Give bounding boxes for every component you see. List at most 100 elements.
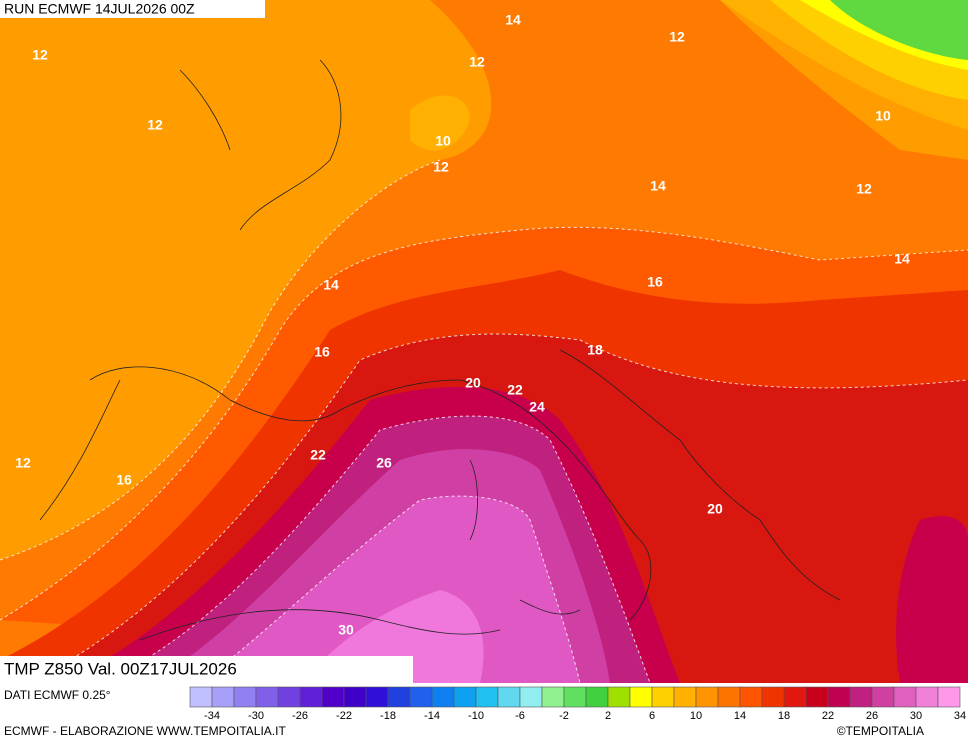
contour-label: 16	[314, 344, 330, 360]
header-box	[0, 0, 265, 18]
contour-label: 12	[15, 455, 31, 471]
contour-label: 14	[505, 12, 521, 28]
contour-label: 20	[707, 501, 723, 517]
coastline	[469, 459, 581, 615]
legend-swatch	[541, 686, 565, 708]
legend-tick-label: -10	[468, 710, 484, 722]
field-4	[830, 0, 968, 60]
legend-swatch	[233, 686, 257, 708]
legend: -34 -30 -26 -22 -18 -14 -10 -6 -2 2 6 10 14 18 22 26 30 3…	[189, 686, 966, 722]
contour-label: 14	[650, 178, 666, 194]
contour-label: 16	[647, 274, 663, 290]
legend-swatch	[387, 686, 411, 708]
coastline	[179, 59, 342, 231]
legend-tick-label: -14	[424, 710, 440, 722]
legend-tick-label: -26	[292, 710, 308, 722]
map-title: TMP Z850 Val. 00Z17JUL2026	[4, 659, 237, 678]
legend-swatch	[937, 686, 961, 708]
legend-swatch	[783, 686, 807, 708]
legend-swatch	[409, 686, 433, 708]
contour-label: 18	[587, 342, 603, 358]
isoline	[199, 495, 581, 684]
legend-tick-label: -34	[204, 710, 220, 722]
contour-label: 14	[323, 277, 339, 293]
legend-swatch	[673, 686, 697, 708]
legend-swatch	[519, 686, 543, 708]
legend-swatch	[211, 686, 235, 708]
contour-label: 12	[469, 54, 485, 70]
field-22b	[896, 516, 968, 683]
legend-swatch	[475, 686, 499, 708]
legend-tick-label: 2	[605, 710, 611, 722]
contour-label: 10	[435, 133, 451, 149]
legend-swatch	[321, 686, 345, 708]
contour-labels: 12 12 12 14 12 10 12 14 12 10 14 14 16 1…	[15, 12, 910, 638]
legend-swatch	[277, 686, 301, 708]
legend-tick-label: -18	[380, 710, 396, 722]
contour-label: 12	[669, 29, 685, 45]
legend-swatch	[453, 686, 477, 708]
legend-swatch	[497, 686, 521, 708]
legend-swatch	[717, 686, 741, 708]
legend-swatch	[563, 686, 587, 708]
isoline	[99, 415, 651, 684]
legend-swatch	[651, 686, 675, 708]
legend-swatch	[343, 686, 367, 708]
coastline	[39, 379, 501, 641]
legend-tick-label: 26	[866, 710, 878, 722]
legend-swatch	[849, 686, 873, 708]
legend-swatch	[299, 686, 323, 708]
legend-tick-label: 14	[734, 710, 746, 722]
legend-swatch	[255, 686, 279, 708]
legend-tick-label: 6	[649, 710, 655, 722]
legend-tick-label: -2	[559, 710, 569, 722]
legend-tick-label: 34	[954, 710, 966, 722]
legend-tick-label: -30	[248, 710, 264, 722]
footer-left: ECMWF - ELABORAZIONE WWW.TEMPOITALIA.IT	[4, 724, 286, 738]
legend-swatch	[739, 686, 763, 708]
title-box	[0, 656, 413, 683]
legend-swatch	[585, 686, 609, 708]
legend-tick-label: -6	[515, 710, 525, 722]
legend-swatch	[189, 686, 213, 708]
contour-label: 22	[507, 382, 523, 398]
field-10b	[410, 95, 470, 151]
contour-label: 12	[32, 47, 48, 63]
legend-tick-label: 22	[822, 710, 834, 722]
contour-label: 12	[856, 181, 872, 197]
contour-label: 12	[147, 117, 163, 133]
contour-label: 14	[894, 251, 910, 267]
legend-swatch	[893, 686, 917, 708]
contour-label: 24	[529, 399, 545, 415]
legend-swatch	[805, 686, 829, 708]
field-28	[200, 496, 580, 683]
legend-tick-label: 18	[778, 710, 790, 722]
legend-swatch	[629, 686, 653, 708]
footer-right: ©TEMPOITALIA	[837, 724, 924, 738]
legend-swatch	[827, 686, 851, 708]
run-label: RUN ECMWF 14JUL2026 00Z	[4, 1, 195, 17]
legend-swatch	[761, 686, 785, 708]
legend-swatch	[915, 686, 939, 708]
coastline	[559, 349, 841, 601]
legend-swatch	[431, 686, 455, 708]
contour-label: 16	[116, 472, 132, 488]
contour-label: 12	[433, 159, 449, 175]
contour-label: 22	[310, 447, 326, 463]
contour-label: 30	[338, 622, 354, 638]
legend-tick-label: -22	[336, 710, 352, 722]
contour-label: 26	[376, 455, 392, 471]
legend-swatch	[365, 686, 389, 708]
contour-label: 10	[875, 108, 891, 124]
contour-label: 20	[465, 375, 481, 391]
isoline	[29, 333, 968, 684]
coastline	[89, 366, 652, 621]
legend-swatch	[871, 686, 895, 708]
legend-swatch	[607, 686, 631, 708]
legend-tick-label: 10	[690, 710, 702, 722]
legend-swatch	[695, 686, 719, 708]
map	[0, 0, 968, 684]
isoline	[0, 226, 968, 621]
legend-source: DATI ECMWF 0.25°	[4, 688, 111, 702]
